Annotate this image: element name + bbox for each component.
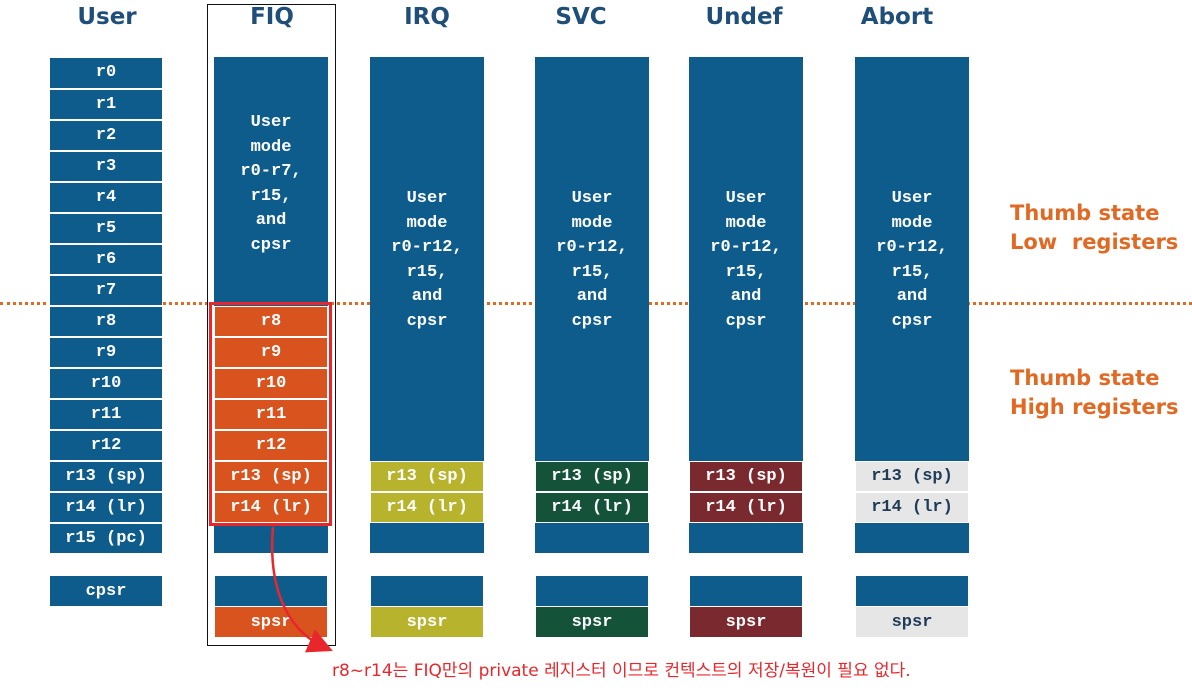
irq-shared-label: User mode r0-r12, r15, and cpsr (391, 189, 463, 331)
svc-r13: r13 (sp) (535, 460, 649, 492)
header-svc: SVC (555, 4, 607, 30)
user-r9: r9 (49, 336, 163, 368)
high-label-line2: High registers (1010, 395, 1179, 419)
fiq-outline (207, 4, 336, 646)
fiq-r14: r14 (lr) (214, 491, 328, 523)
undef-r13: r13 (sp) (689, 460, 803, 492)
fiq-r11: r11 (214, 398, 328, 430)
header-irq: IRQ (404, 4, 450, 30)
fiq-cpsr-slot (214, 575, 328, 607)
user-r3: r3 (49, 150, 163, 182)
undef-spsr: spsr (689, 606, 803, 638)
user-r2: r2 (49, 119, 163, 151)
abort-shared-label: User mode r0-r12, r15, and cpsr (876, 189, 948, 331)
abort-cpsr-slot (855, 575, 969, 607)
user-r15: r15 (pc) (49, 522, 163, 554)
undef-r14: r14 (lr) (689, 491, 803, 523)
undef-cpsr-slot (689, 575, 803, 607)
fiq-r13: r13 (sp) (214, 460, 328, 492)
fiq-r10: r10 (214, 367, 328, 399)
fiq-r9: r9 (214, 336, 328, 368)
annotation-text: r8~r14는 FIQ만의 private 레지스터 이므로 컨텍스트의 저장/… (332, 661, 911, 681)
fiq-r8: r8 (214, 305, 328, 337)
user-r11: r11 (49, 398, 163, 430)
user-r1: r1 (49, 88, 163, 120)
header-undef: Undef (705, 4, 783, 30)
abort-r13: r13 (sp) (855, 460, 969, 492)
header-user: User (77, 4, 137, 30)
header-abort: Abort (860, 4, 934, 30)
abort-spsr: spsr (855, 606, 969, 638)
low-registers-label: Thumb state Low registers (1010, 199, 1178, 257)
fiq-r12: r12 (214, 429, 328, 461)
user-r14: r14 (lr) (49, 491, 163, 523)
user-r7: r7 (49, 274, 163, 306)
high-label-line1: Thumb state (1010, 366, 1160, 390)
user-r10: r10 (49, 367, 163, 399)
undef-shared-label: User mode r0-r12, r15, and cpsr (710, 189, 782, 331)
svc-r14: r14 (lr) (535, 491, 649, 523)
user-r6: r6 (49, 243, 163, 275)
svc-shared-label: User mode r0-r12, r15, and cpsr (556, 189, 628, 331)
user-r8: r8 (49, 305, 163, 337)
user-r0: r0 (49, 57, 163, 89)
user-r5: r5 (49, 212, 163, 244)
irq-spsr: spsr (370, 606, 484, 638)
header-fiq: FIQ (250, 4, 294, 30)
low-label-line1: Thumb state (1010, 201, 1160, 225)
user-r12: r12 (49, 429, 163, 461)
irq-r13: r13 (sp) (370, 460, 484, 492)
svc-spsr: spsr (535, 606, 649, 638)
user-cpsr: cpsr (49, 575, 163, 607)
high-registers-label: Thumb state High registers (1010, 364, 1179, 422)
user-r13: r13 (sp) (49, 460, 163, 492)
fiq-private-highlight (209, 302, 332, 526)
fiq-shared-label: User mode r0-r7, r15, and cpsr (240, 113, 302, 255)
low-label-line2: Low registers (1010, 230, 1179, 254)
user-r4: r4 (49, 181, 163, 213)
irq-r14: r14 (lr) (370, 491, 484, 523)
abort-r14: r14 (lr) (855, 491, 969, 523)
